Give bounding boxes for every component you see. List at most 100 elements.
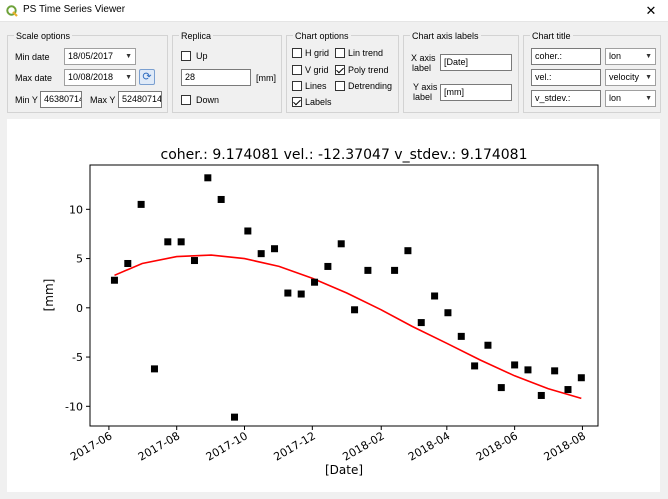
x-tick-label: 2017-12 [272,429,318,463]
data-point [284,289,292,297]
x-axis-label-input[interactable]: [Date] [440,54,512,71]
x-tick-label: 2018-02 [340,429,386,463]
data-point [417,319,425,327]
data-point [564,386,572,394]
replica-unit: [mm] [256,73,276,83]
axis-labels-title: Chart axis labels [410,31,481,41]
y-axis-label-input[interactable]: [mm] [440,84,512,101]
data-point [124,259,132,267]
up-checkbox[interactable] [181,51,191,61]
replica-title: Replica [179,31,214,41]
chevron-down-icon: ▼ [125,74,132,81]
x-tick-label: 2018-06 [474,429,520,463]
lin-trend-label: Lin trend [348,48,384,58]
data-point [257,250,265,258]
vstdev-title-input[interactable]: v_stdev.: [531,90,601,107]
min-date-value: 18/05/2017 [68,51,114,61]
x-tick-label: 2018-08 [542,429,588,463]
y-axis-label: [mm] [42,279,56,312]
data-point [497,384,505,392]
scale-options-title: Scale options [14,31,73,41]
replica-input[interactable]: 28 [181,69,251,86]
poly-trend-label: Poly trend [348,65,389,75]
labels-checkbox[interactable] [292,97,302,107]
chart-options-title: Chart options [293,31,351,41]
close-icon[interactable]: ✕ [645,3,657,18]
x-tick-label: 2017-06 [68,429,114,463]
poly-trend-line [114,254,582,400]
data-point [217,195,225,203]
data-point [311,278,319,286]
data-point [431,292,439,300]
x-axis-label: [Date] [325,463,363,477]
data-point [537,391,545,399]
data-point [511,361,519,369]
min-date-picker[interactable]: 18/05/2017 ▼ [64,48,136,65]
data-points [110,174,585,421]
x-axis-label-text-2: label [412,63,432,73]
h-grid-label: H grid [305,48,330,58]
vel-field-select[interactable]: velocity ▼ [605,69,656,86]
replica-group: Replica Up 28 [mm] Down [172,31,282,113]
data-point [204,174,212,182]
detrending-label: Detrending [348,81,393,91]
h-grid-checkbox[interactable] [292,48,302,58]
data-point [577,374,585,382]
data-point [177,238,185,246]
scale-options-group: Scale options Min date 18/05/2017 ▼ Max … [7,31,168,113]
data-point [484,341,492,349]
detrending-checkbox[interactable] [335,81,345,91]
up-label: Up [196,51,208,61]
max-y-input[interactable]: 52480714 [118,91,162,108]
data-point [271,245,279,253]
x-tick-label: 2017-08 [136,429,182,463]
max-date-picker[interactable]: 10/08/2018 ▼ [64,69,136,86]
vstdev-field-value: lon [609,93,622,103]
poly-trend-checkbox[interactable] [335,65,345,75]
coher-title-input[interactable]: coher.: [531,48,601,65]
max-date-value: 10/08/2018 [68,72,114,82]
time-series-chart: coher.: 9.174081 vel.: -12.37047 v_stdev… [42,147,599,477]
data-point [244,227,252,235]
vel-title-input[interactable]: vel.: [531,69,601,86]
y-axis-label-value: [mm] [444,87,464,97]
y-tick-label: -5 [72,351,83,364]
coher-title-value: coher.: [535,51,563,61]
v-grid-checkbox[interactable] [292,65,302,75]
down-checkbox[interactable] [181,95,191,105]
x-axis: 2017-06 2017-08 2017-10 2017-12 2018-02 2018-… [68,426,588,464]
data-point [364,266,372,274]
data-point [337,240,345,248]
min-y-input[interactable]: 46380714 [40,91,82,108]
v-grid-label: V grid [305,65,329,75]
refresh-button[interactable]: ⟳ [139,69,155,85]
plot-canvas: coher.: 9.174081 vel.: -12.37047 v_stdev… [7,119,660,492]
chevron-down-icon: ▼ [125,53,132,60]
vel-title-value: vel.: [535,72,552,82]
data-point [150,365,158,373]
qgis-logo-icon [6,5,18,17]
max-y-label: Max Y [90,95,116,105]
down-label: Down [196,95,220,105]
max-y-value: 52480714 [122,94,162,104]
chevron-down-icon: ▼ [645,74,652,81]
y-axis-label-text: Y axis [413,82,438,92]
lines-label: Lines [305,81,327,91]
coher-field-value: lon [609,51,622,61]
data-point [351,306,359,314]
vstdev-title-value: v_stdev.: [535,93,571,103]
vel-field-value: velocity [609,72,640,82]
labels-label: Labels [305,97,332,107]
y-axis: -10 -5 0 5 10 [65,203,90,413]
vstdev-field-select[interactable]: lon ▼ [605,90,656,107]
min-y-value: 46380714 [44,94,82,104]
lin-trend-checkbox[interactable] [335,48,345,58]
y-tick-label: 10 [69,203,83,216]
chevron-down-icon: ▼ [645,95,652,102]
coher-field-select[interactable]: lon ▼ [605,48,656,65]
lines-checkbox[interactable] [292,81,302,91]
min-date-label: Min date [15,52,50,62]
replica-value: 28 [185,72,196,82]
data-point [190,257,198,265]
data-point [444,309,452,317]
